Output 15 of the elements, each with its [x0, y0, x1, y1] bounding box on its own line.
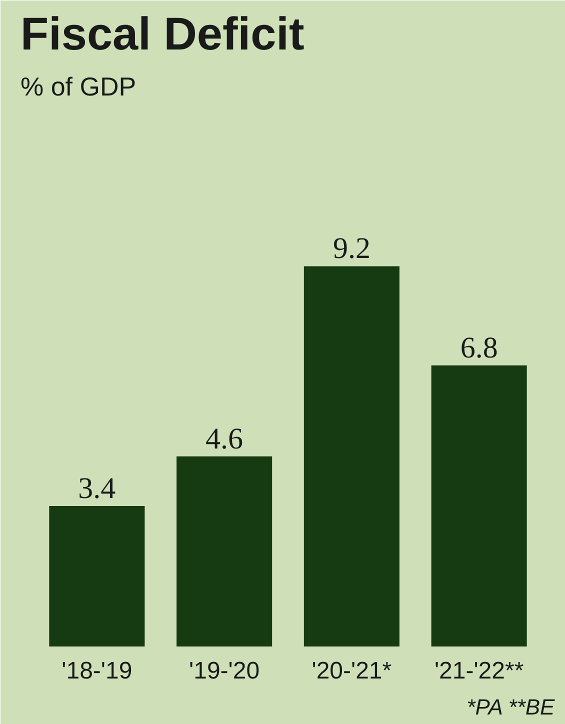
x-tick-label: '20-'21* [312, 658, 392, 684]
data-label: 4.6 [206, 422, 244, 456]
x-tick-label: '18-'19 [62, 658, 132, 684]
bar [431, 365, 527, 646]
data-label: 9.2 [332, 232, 370, 266]
data-label: 3.4 [78, 472, 116, 505]
text: *PA **BE [466, 694, 556, 720]
bar [304, 266, 400, 646]
x-tick-label: '19-'20 [189, 658, 260, 684]
chart-title: Fiscal Deficit [20, 8, 304, 60]
chart-subtitle: % of GDP [20, 72, 136, 102]
bar [49, 506, 145, 646]
x-tick-label: '21-'22** [434, 658, 524, 684]
data-label: 6.8 [460, 331, 498, 364]
bar [176, 456, 272, 646]
